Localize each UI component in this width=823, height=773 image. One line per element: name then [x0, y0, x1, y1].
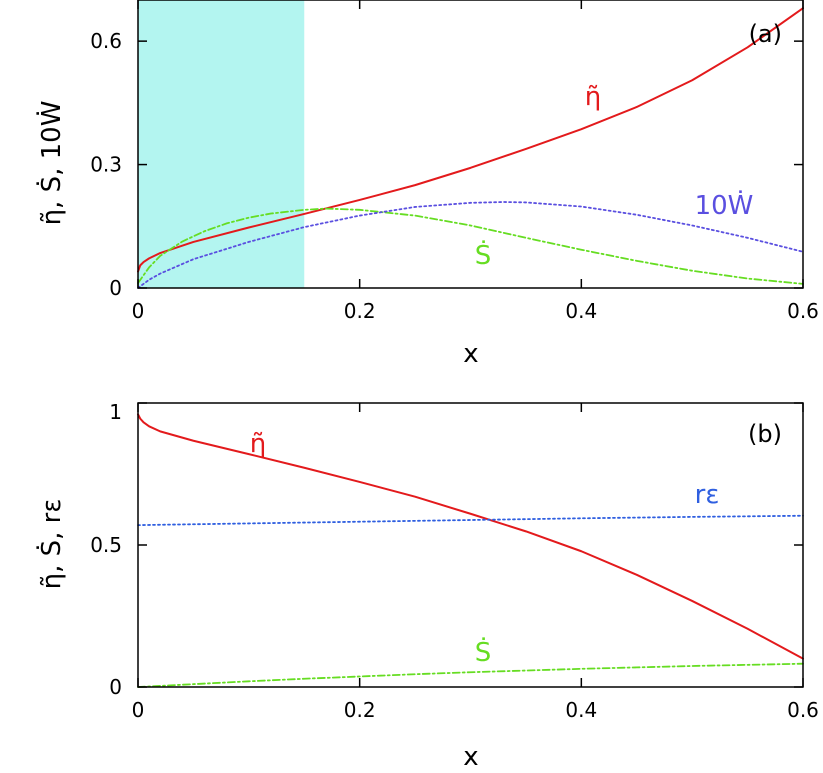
- panel-b-label: (b): [748, 420, 782, 448]
- panel-b-frame: [137, 402, 804, 688]
- x-tick-label: 0.6: [787, 698, 819, 722]
- y-tick-label: 0: [109, 675, 122, 699]
- x-tick-label: 0.2: [344, 299, 376, 323]
- x-tick-label: 0: [132, 299, 145, 323]
- panel-b-xlabel: x: [463, 742, 478, 772]
- panel-b-ticks: 0 0.2 0.4 0.6 0 0.5 1: [90, 400, 819, 722]
- series-line-reps: [137, 514, 804, 527]
- panel-a-series: [137, 7, 804, 289]
- y-tick-label: 0: [109, 276, 122, 300]
- panel-a-shaded-region: [138, 0, 305, 288]
- panel-a-ticks: 0 0.2 0.4 0.6 0 0.3 0.6: [90, 0, 819, 323]
- panel-b-sdot-label: Ṡ: [475, 636, 492, 668]
- y-tick-label: 0.5: [90, 533, 122, 557]
- panel-a-ylabel: η̃, Ṡ, 10Ẇ: [35, 101, 67, 226]
- series-line-sdot: [137, 662, 804, 688]
- panel-a-wdot-label: 10Ẇ: [695, 189, 754, 221]
- y-tick-label: 0.3: [90, 153, 122, 177]
- panel-b-reps-label: rε: [695, 480, 720, 510]
- shaded-region: [138, 0, 305, 288]
- panel-a-sdot-label: Ṡ: [475, 239, 492, 271]
- series-line-eta: [137, 7, 804, 273]
- series-line-wdot: [137, 201, 804, 289]
- panel-b: 0 0.2 0.4 0.6 0 0.5 1 (b) x η̃, Ṡ, rε η̃ rε Ṡ: [35, 400, 819, 772]
- series-line-eta: [137, 413, 804, 660]
- y-tick-label: 0.6: [90, 29, 122, 53]
- panel-b-eta-label: η̃: [250, 429, 266, 459]
- panel-b-series: [137, 413, 804, 688]
- x-tick-label: 0.4: [565, 299, 597, 323]
- x-tick-label: 0.6: [787, 299, 819, 323]
- panel-a: 0 0.2 0.4 0.6 0 0.3 0.6 (a) x η̃, Ṡ, 10Ẇ η̃ 10…: [35, 0, 819, 369]
- panel-a-xlabel: x: [463, 339, 478, 369]
- x-tick-label: 0: [132, 698, 145, 722]
- panel-a-eta-label: η̃: [585, 82, 601, 112]
- panel-b-ylabel: η̃, Ṡ, rε: [35, 499, 67, 590]
- x-tick-label: 0.2: [344, 698, 376, 722]
- y-tick-label: 1: [109, 400, 122, 424]
- panel-a-frame: [137, 0, 804, 289]
- panel-a-label: (a): [749, 20, 782, 48]
- series-line-sdot: [137, 207, 804, 285]
- x-tick-label: 0.4: [565, 698, 597, 722]
